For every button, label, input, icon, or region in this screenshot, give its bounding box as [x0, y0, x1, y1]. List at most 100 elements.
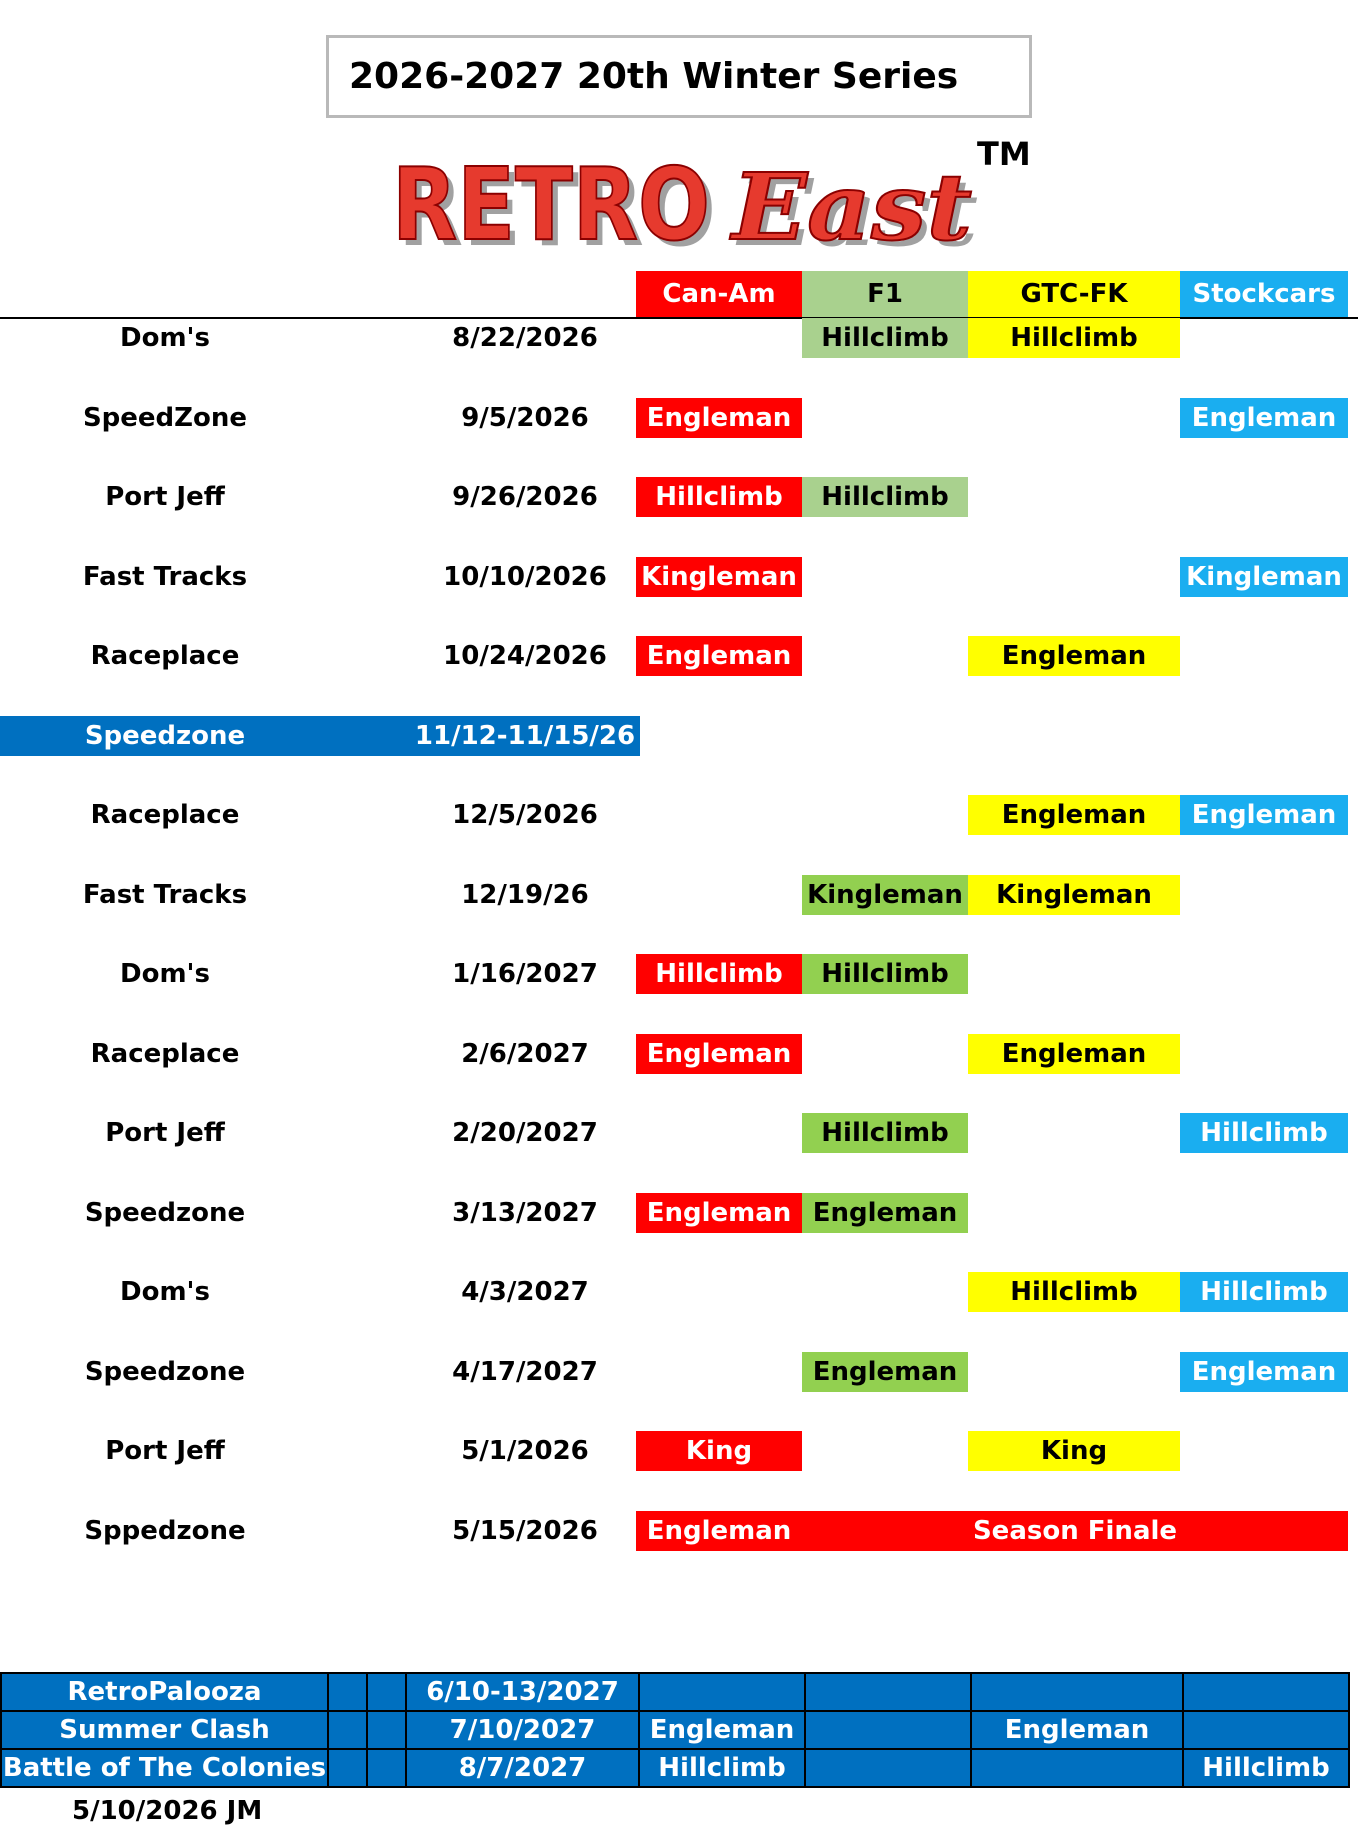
retro-east-logo: RETRO RETRO East East TM: [391, 135, 1031, 265]
event-date: 5/1/2026: [461, 1436, 589, 1466]
series-cell-canam: Engleman: [636, 636, 802, 676]
title-box: 2026-2027 20th Winter Series: [326, 35, 1032, 118]
column-header-stockcars: Stockcars: [1180, 271, 1348, 317]
venue-label: Fast Tracks: [82, 880, 248, 910]
series-cell-stk: Engleman: [1180, 1352, 1348, 1392]
venue-label: Raceplace: [90, 641, 240, 671]
event-date: 6/10-13/2027: [405, 1672, 640, 1712]
venue-label: Dom's: [120, 1277, 210, 1307]
trademark-mark: TM: [977, 135, 1031, 173]
venue-label: Speedzone: [84, 1357, 246, 1387]
series-cell-canam: Engleman: [636, 398, 802, 438]
event-date: 8/7/2027: [405, 1748, 640, 1788]
series-cell-stk: Hillclimb: [1182, 1748, 1350, 1788]
series-cell-f1: Hillclimb: [802, 477, 968, 517]
series-cell-gtc: Kingleman: [968, 875, 1180, 915]
venue-label: Speedzone: [84, 721, 246, 751]
series-cell-canam: [638, 1672, 806, 1712]
series-cell-stk: Engleman: [1180, 398, 1348, 438]
season-finale-banner: Season Finale: [802, 1511, 1348, 1551]
series-cell-gtc: King: [968, 1431, 1180, 1471]
revision-note: 5/10/2026 JM: [72, 1796, 263, 1826]
table-row: RetroPalooza 6/10-13/2027: [0, 1672, 1350, 1712]
event-date: 4/3/2027: [461, 1277, 589, 1307]
logo-shadow-word2: East: [735, 159, 978, 265]
series-cell-gtc: Engleman: [968, 795, 1180, 835]
event-date: 10/24/2026: [443, 641, 607, 671]
venue-label: Sppedzone: [84, 1516, 246, 1546]
series-cell-f1: Hillclimb: [802, 318, 968, 358]
event-date: 9/26/2026: [452, 482, 598, 512]
logo-word-east: East: [729, 153, 972, 261]
spacer-cell: [327, 1672, 368, 1712]
series-cell-gtc: Hillclimb: [968, 318, 1180, 358]
column-header-f1: F1: [802, 271, 968, 317]
spacer-cell: [366, 1748, 407, 1788]
event-date: 2/6/2027: [461, 1039, 589, 1069]
venue-label: Fast Tracks: [82, 562, 248, 592]
event-date: 10/10/2026: [443, 562, 607, 592]
spacer-cell: [327, 1748, 368, 1788]
header-rule: [0, 317, 1358, 319]
series-cell-canam: Kingleman: [636, 557, 802, 597]
series-cell-stk: Engleman: [1180, 795, 1348, 835]
series-cell-stk: Kingleman: [1180, 557, 1348, 597]
event-date: 1/16/2027: [452, 959, 598, 989]
event-date: 5/15/2026: [452, 1516, 598, 1546]
logo-word-retro: RETRO: [392, 146, 710, 263]
event-date: 2/20/2027: [452, 1118, 598, 1148]
series-cell-gtc: Engleman: [968, 636, 1180, 676]
venue-label: Port Jeff: [105, 1436, 225, 1466]
event-date: 8/22/2026: [452, 323, 598, 353]
event-date: 7/10/2027: [405, 1710, 640, 1750]
spacer-cell: [366, 1710, 407, 1750]
venue-label: Port Jeff: [105, 1118, 225, 1148]
series-cell-stk: [1182, 1672, 1350, 1712]
venue-label: Raceplace: [90, 1039, 240, 1069]
series-cell-gtc: Hillclimb: [968, 1272, 1180, 1312]
event-date: 12/5/2026: [452, 800, 598, 830]
event-name: Battle of The Colonies: [0, 1748, 329, 1788]
event-date: 4/17/2027: [452, 1357, 598, 1387]
table-row: Battle of The Colonies 8/7/2027 Hillclimb H…: [0, 1748, 1350, 1788]
venue-label: Raceplace: [90, 800, 240, 830]
series-cell-canam: Engleman: [638, 1710, 806, 1750]
series-cell-f1: Hillclimb: [802, 1113, 968, 1153]
series-cell-canam: Hillclimb: [636, 477, 802, 517]
speedzone-event-band: [0, 716, 640, 756]
table-row: Summer Clash 7/10/2027 Engleman Engleman: [0, 1710, 1350, 1750]
series-cell-gtc: [970, 1672, 1184, 1712]
event-date: 11/12-11/15/26: [414, 721, 636, 751]
series-cell-f1: [804, 1710, 972, 1750]
series-cell-canam: King: [636, 1431, 802, 1471]
event-date: 3/13/2027: [452, 1198, 598, 1228]
series-cell-f1: Hillclimb: [802, 954, 968, 994]
series-cell-f1: [804, 1672, 972, 1712]
event-date: 9/5/2026: [461, 403, 589, 433]
series-cell-f1: Kingleman: [802, 875, 968, 915]
series-cell-gtc: Engleman: [968, 1034, 1180, 1074]
series-cell-f1: [804, 1748, 972, 1788]
page-title: 2026-2027 20th Winter Series: [349, 56, 959, 97]
series-cell-stk: Hillclimb: [1180, 1113, 1348, 1153]
column-header-gtcfk: GTC-FK: [968, 271, 1180, 317]
column-header-canam: Can-Am: [636, 271, 802, 317]
event-name: Summer Clash: [0, 1710, 329, 1750]
spacer-cell: [327, 1710, 368, 1750]
logo-shadow-word1: RETRO: [398, 152, 716, 265]
spacer-cell: [366, 1672, 407, 1712]
series-cell-stk: [1182, 1710, 1350, 1750]
venue-label: Speedzone: [84, 1198, 246, 1228]
series-cell-f1: Engleman: [802, 1352, 968, 1392]
venue-label: Dom's: [120, 323, 210, 353]
series-cell-canam: Engleman: [636, 1511, 802, 1551]
series-cell-canam: Hillclimb: [636, 954, 802, 994]
summer-events-table: RetroPalooza 6/10-13/2027 Summer Clash 7/10…: [0, 1672, 1350, 1788]
venue-label: Port Jeff: [105, 482, 225, 512]
series-cell-stk: Hillclimb: [1180, 1272, 1348, 1312]
series-cell-canam: Hillclimb: [638, 1748, 806, 1788]
venue-label: SpeedZone: [82, 403, 248, 433]
venue-label: Dom's: [120, 959, 210, 989]
event-name: RetroPalooza: [0, 1672, 329, 1712]
series-cell-canam: Engleman: [636, 1034, 802, 1074]
